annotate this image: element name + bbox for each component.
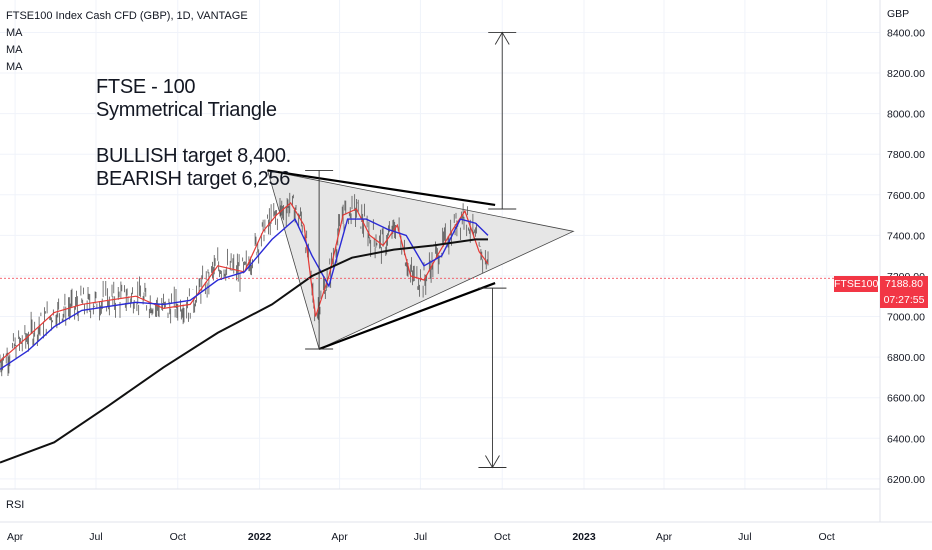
moving-averages [0,201,489,464]
ma-indicator-2[interactable]: MA [6,44,23,56]
price-tick-label: 6200.00 [887,474,925,486]
currency-label: GBP [887,8,909,20]
bearish-target-arrowhead [485,455,500,469]
annotation-line-2: Symmetrical Triangle [96,99,277,121]
price-tick-label: 7400.00 [887,230,925,242]
time-tick-label: Apr [656,531,673,543]
price-tick-label: 7000.00 [887,312,925,324]
bar-countdown: 07:27:55 [883,294,925,306]
ma-line-2 [0,217,489,370]
time-tick-label: 2023 [572,531,596,543]
current-price-value: 7188.80 [885,278,923,290]
price-tick-label: 8000.00 [887,109,925,121]
lower-trendline [318,282,496,351]
current-price-box: 7188.80 07:27:55 [880,276,928,308]
ma-indicator-1[interactable]: MA [6,27,23,39]
time-tick-label: 2022 [248,531,272,543]
instrument-title[interactable]: FTSE100 Index Cash CFD (GBP), 1D, VANTAG… [6,10,248,22]
ma-indicator-3[interactable]: MA [6,61,23,73]
drawing-tools [267,31,517,469]
price-tick-label: 6800.00 [887,352,925,364]
time-tick-label: Jul [414,531,427,543]
price-tick-label: 6400.00 [887,433,925,445]
annotation-line-4: BULLISH target 8,400. [96,145,291,167]
time-tick-label: Oct [818,531,834,543]
ma-line-1 [0,201,489,362]
symbol-price-tag: FTSE100 [834,276,879,292]
chart-legend: FTSE100 Index Cash CFD (GBP), 1D, VANTAG… [6,8,248,76]
upper-trendline [267,169,496,207]
price-axis: GBP 8400.00 8200.00 8000.00 7800.00 7600.00 74… [887,8,925,486]
time-tick-label: Apr [331,531,348,543]
rsi-indicator-label[interactable]: RSI [6,499,25,511]
price-tick-label: 6600.00 [887,393,925,405]
bullish-target-arrowhead [494,31,510,45]
price-tick-label: 8200.00 [887,68,925,80]
price-tick-label: 7800.00 [887,149,925,161]
annotation-line-5: BEARISH target 6,256 [96,168,291,190]
time-tick-label: Oct [170,531,186,543]
annotation-line-1: FTSE - 100 [96,76,196,98]
price-tick-label: 8400.00 [887,27,925,39]
time-axis: Apr Jul Oct 2022 Apr Jul Oct 2023 Apr Jul Oct [7,531,835,543]
time-tick-label: Oct [494,531,510,543]
time-tick-label: Jul [738,531,751,543]
time-tick-label: Jul [89,531,102,543]
annotation-line-3 [96,122,291,145]
time-tick-label: Apr [7,531,24,543]
price-tick-label: 7600.00 [887,190,925,202]
ma-line-3 [0,238,488,464]
chart-annotation[interactable]: FTSE - 100 Symmetrical Triangle BULLISH … [96,76,291,191]
